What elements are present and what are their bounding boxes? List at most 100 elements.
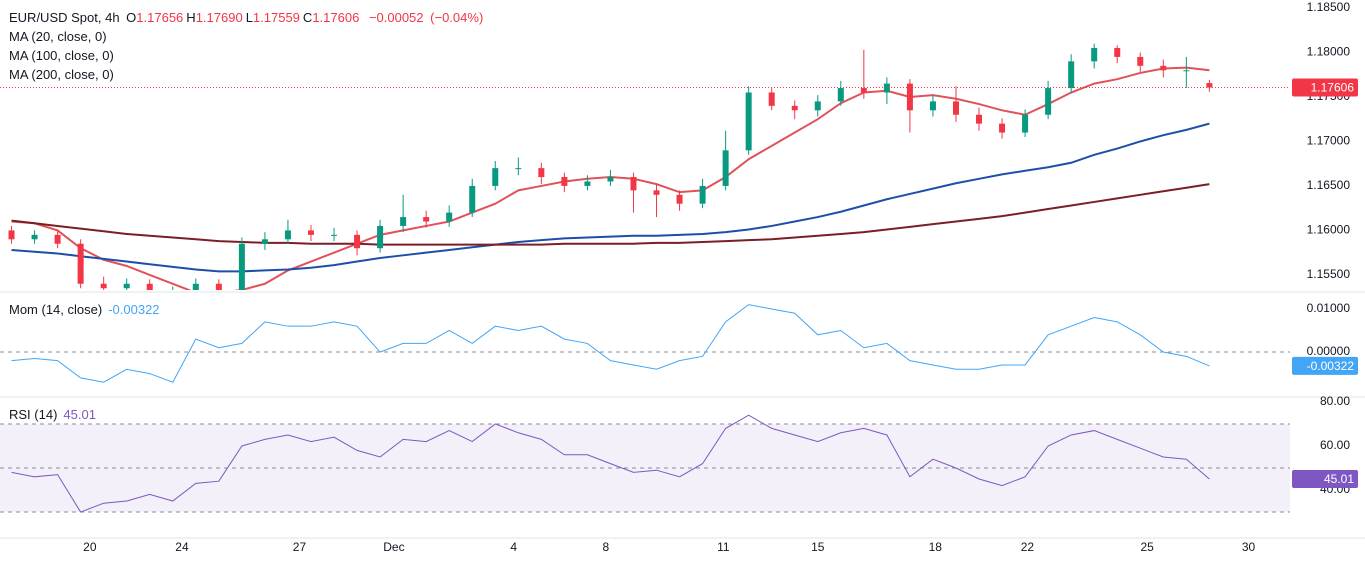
indicator-name: Mom (14, close) <box>9 302 103 317</box>
indicator-line <box>11 122 1210 273</box>
candle-body <box>307 230 314 235</box>
y-tick-label: 0.00000 <box>1307 344 1351 358</box>
candle-body <box>745 92 752 151</box>
x-tick-label: 30 <box>1242 540 1256 554</box>
candle-body <box>1206 83 1213 88</box>
candle-body <box>653 190 660 195</box>
ohlc-value: 1.17559 <box>252 10 300 25</box>
candle-body <box>423 217 430 222</box>
rsi-pane <box>0 414 1290 513</box>
candle-body <box>929 101 936 111</box>
x-tick-label: 22 <box>1021 540 1035 554</box>
y-tick-label: 1.16000 <box>1307 223 1351 237</box>
candle-body <box>699 185 706 204</box>
candle-body <box>722 150 729 186</box>
x-tick-label: 18 <box>929 540 943 554</box>
candle-body <box>906 83 913 111</box>
ohlc-label: O <box>126 10 137 25</box>
x-tick-label: 25 <box>1140 540 1154 554</box>
y-tick-label: 1.18500 <box>1307 0 1351 14</box>
x-tick-label: 15 <box>811 540 825 554</box>
ohlc-label: H <box>186 10 196 25</box>
candle-body <box>100 283 107 289</box>
y-tick-label: 0.01000 <box>1307 301 1351 315</box>
indicator-line <box>11 304 1210 383</box>
ma-name: MA (200, close, 0) <box>9 67 114 82</box>
ohlc-value: 1.17690 <box>195 10 243 25</box>
last-value-box <box>1292 469 1358 488</box>
y-tick-label: 80.00 <box>1320 394 1350 408</box>
candle-body <box>976 114 983 124</box>
candle-body <box>1068 61 1075 89</box>
candle-body <box>469 185 476 213</box>
candle-body <box>1160 65 1167 71</box>
candle-body <box>561 177 568 186</box>
last-value-label: 1.17606 <box>1311 81 1355 95</box>
candle-body <box>515 168 522 170</box>
candle-body <box>284 230 291 240</box>
ma-name: MA (20, close, 0) <box>9 29 107 44</box>
ma-name: MA (100, close, 0) <box>9 48 114 63</box>
last-value-box <box>1292 78 1358 97</box>
candle-body <box>77 243 84 284</box>
ohlc-label: L <box>245 10 253 25</box>
candle-body <box>1022 114 1029 133</box>
price-legend: EUR/USD Spot, 4h O1.17656 H1.17690 L1.1755… <box>9 8 486 27</box>
candle-body <box>192 283 199 290</box>
indicator-value: -0.00322 <box>108 302 160 317</box>
indicator-name: RSI (14) <box>9 407 58 422</box>
x-tick-label: 24 <box>175 540 189 554</box>
change: −0.00052 <box>368 10 424 25</box>
y-tick-label: 60.00 <box>1320 438 1350 452</box>
candle-body <box>54 234 61 244</box>
ohlc-value: 1.17656 <box>136 10 184 25</box>
ohlc: O1.17656 H1.17690 L1.17559 C1.17606 <box>126 10 362 25</box>
candle-body <box>1137 56 1144 66</box>
candle-body <box>331 234 338 236</box>
rsi-legend: RSI (14) 45.01 <box>9 405 99 424</box>
candle-body <box>999 123 1006 133</box>
candle-body <box>146 283 153 290</box>
candle-body <box>215 283 222 290</box>
candle-body <box>883 83 890 93</box>
candle-body <box>8 230 15 240</box>
candle-body <box>952 101 959 115</box>
candle-body <box>860 88 867 93</box>
last-value-label: -0.00322 <box>1307 359 1355 373</box>
last-value-label: 45.01 <box>1324 472 1354 486</box>
candle-body <box>400 217 407 226</box>
axes: 20 24 27 Dec 4 8 11 15 18 22 25 30 1.15500 1.16000 1.1… <box>83 0 1358 554</box>
x-tick-label: 20 <box>83 540 97 554</box>
x-tick-label: 8 <box>602 540 609 554</box>
ohlc-label: C <box>302 10 313 25</box>
candle-body <box>377 225 384 249</box>
candle-body <box>31 234 38 240</box>
candle-body <box>238 243 245 290</box>
y-tick-label: 1.15500 <box>1307 267 1351 281</box>
candle-body <box>261 239 268 244</box>
candle-body <box>492 168 499 186</box>
candle-body <box>1114 48 1121 57</box>
last-value-box <box>1292 356 1358 375</box>
y-tick-label: 1.18000 <box>1307 45 1351 59</box>
candle-body <box>446 212 453 222</box>
y-tick-label: 1.16500 <box>1307 178 1351 192</box>
momentum-pane <box>0 304 1290 383</box>
mom-legend: Mom (14, close) -0.00322 <box>9 300 163 319</box>
symbol-title: EUR/USD Spot, 4h <box>9 10 120 25</box>
x-tick-label: 11 <box>717 540 730 554</box>
change-pct: (−0.04%) <box>430 10 484 25</box>
candle-body <box>607 177 614 182</box>
price-pane <box>0 43 1290 290</box>
candle-body <box>538 168 545 178</box>
candle-body <box>837 88 844 102</box>
candle-body <box>1183 70 1190 72</box>
candle-body <box>123 283 130 289</box>
candle-body <box>768 92 775 106</box>
candle-body <box>791 105 798 111</box>
indicator-line <box>11 414 1210 513</box>
candle-body <box>676 194 683 204</box>
x-tick-label: 27 <box>293 540 307 554</box>
